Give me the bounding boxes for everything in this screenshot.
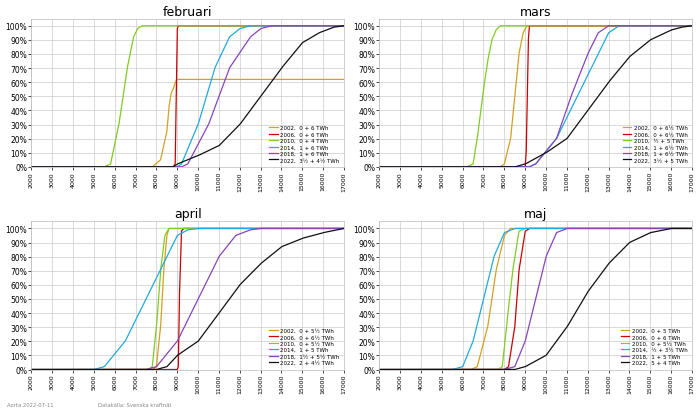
Legend: 2002,  0 + 6 TWh, 2006,  0 + 6 TWh, 2010,  0 + 4 TWh, 2014,  1 + 6 TWh, 2018,  1: 2002, 0 + 6 TWh, 2006, 0 + 6 TWh, 2010, …	[267, 124, 342, 165]
Title: april: april	[174, 208, 202, 221]
Legend: 2002,  0 + 5½ TWh, 2006,  0 + 6½ TWh, 2010,  0 + 5½ TWh, 2014,  1 + 5 TWh, 2018,: 2002, 0 + 5½ TWh, 2006, 0 + 6½ TWh, 2010…	[267, 326, 342, 367]
Text: Aorta 2022-07-11: Aorta 2022-07-11	[7, 402, 54, 407]
Title: mars: mars	[520, 6, 552, 18]
Text: Datakälla: Svenska kraftnät: Datakälla: Svenska kraftnät	[98, 402, 172, 407]
Legend: 2002,  0 + 6½ TWh, 2006,  0 + 6½ TWh, 2010,  ½ + 5 TWh, 2014,  1 + 6½ TWh, 2018,: 2002, 0 + 6½ TWh, 2006, 0 + 6½ TWh, 2010…	[621, 124, 690, 165]
Legend: 2002,  0 + 5 TWh, 2006,  0 + 6 TWh, 2010,  0 + 5½ TWh, 2014,  ½ + 3½ TWh, 2018, : 2002, 0 + 5 TWh, 2006, 0 + 6 TWh, 2010, …	[619, 326, 690, 367]
Title: februari: februari	[163, 6, 212, 18]
Title: maj: maj	[524, 208, 547, 221]
